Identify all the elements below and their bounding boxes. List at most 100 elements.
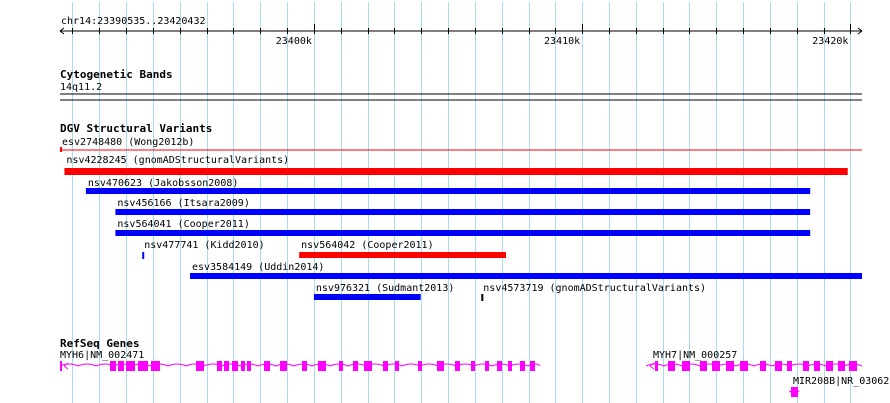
gene-exon (126, 361, 135, 371)
dgv-variant[interactable]: nsv4573719 (gnomADStructuralVariants) (481, 283, 706, 301)
gene-exon (280, 361, 287, 371)
gene-label: MIR208B|NR_03062 (793, 376, 889, 387)
variant-label: nsv976321 (Sudmant2013) (316, 283, 454, 294)
refseq-gene[interactable]: MIR208B|NR_03062 (788, 376, 889, 397)
gene-exon (849, 361, 857, 371)
dgv-track: DGV Structural Variants esv2748480 (Wong… (60, 122, 862, 301)
gene-exon (437, 361, 444, 371)
dgv-variant[interactable]: nsv976321 (Sudmant2013) (313, 283, 454, 300)
vertical-grid-lines (72, 2, 851, 403)
gene-exon (232, 361, 238, 371)
gene-exon (395, 361, 399, 371)
variant-bar[interactable] (142, 252, 145, 259)
gene-exon (383, 361, 388, 371)
gene-exon (826, 361, 833, 371)
gene-label: MYH6|NM_002471 (60, 350, 144, 361)
gene-exon (151, 361, 160, 371)
refseq-gene[interactable]: MYH6|NM_002471 (59, 350, 541, 371)
gene-exon (655, 361, 658, 371)
cytoband-track-title: Cytogenetic Bands (60, 68, 173, 81)
dgv-variant[interactable]: esv2748480 (Wong2012b) (60, 137, 862, 152)
gene-exon (775, 361, 782, 371)
dgv-track-title: DGV Structural Variants (60, 122, 212, 135)
variant-bar[interactable] (115, 209, 811, 215)
ruler-tick-label: 23400k (276, 36, 312, 47)
gene-exon (138, 361, 148, 371)
refseq-gene[interactable]: MYH7|NM_000257 (645, 350, 863, 371)
gene-exon (224, 361, 229, 371)
variant-bar[interactable] (115, 230, 811, 236)
variant-bar[interactable] (299, 252, 506, 258)
gene-exon (668, 361, 675, 371)
dgv-variant[interactable]: nsv564042 (Cooper2011) (299, 240, 506, 258)
refseq-track-title: RefSeq Genes (60, 337, 139, 350)
cytoband-label: 14q11.2 (60, 82, 102, 93)
ruler-tick-label: 23410k (544, 36, 580, 47)
gene-exon (217, 361, 222, 371)
gene-exon (241, 361, 245, 371)
gene-exon (302, 361, 307, 371)
gene-exon (364, 361, 372, 371)
gene-exon (196, 361, 204, 371)
gene-exon (497, 361, 502, 371)
dgv-features: esv2748480 (Wong2012b) nsv4228245 (gnomAD… (60, 137, 862, 301)
variant-bar[interactable] (481, 294, 484, 301)
ruler-left-arrow (59, 27, 65, 35)
gene-exon (318, 361, 326, 371)
refseq-track: RefSeq Genes MYH6|NM_002471 MYH7|NM_00025… (59, 337, 889, 397)
variant-label: nsv4573719 (gnomADStructuralVariants) (483, 283, 706, 294)
gene-exon (485, 361, 489, 371)
variant-label: esv3584149 (Uddin2014) (192, 262, 324, 273)
variant-bar[interactable] (189, 273, 862, 279)
gene-exon (814, 361, 820, 371)
gene-exon (339, 361, 343, 371)
variant-label: nsv470623 (Jakobsson2008) (88, 178, 239, 189)
variant-marker[interactable] (60, 147, 62, 152)
gene-exon (353, 361, 358, 371)
region-label: chr14:23390535..23420432 (61, 16, 206, 27)
gene-exon (455, 361, 460, 371)
gene-exon (520, 361, 525, 371)
variant-label: nsv456166 (Itsara2009) (117, 198, 249, 209)
refseq-genes: MYH6|NM_002471 MYH7|NM_000257 MIR208B|NR_0… (59, 350, 889, 397)
variant-label: nsv477741 (Kidd2010) (144, 240, 264, 251)
strand-arrow-icon (63, 362, 69, 370)
variant-bar[interactable] (64, 168, 848, 175)
gene-exon (726, 361, 734, 371)
gene-exon (418, 361, 422, 371)
ruler-right-arrow (857, 27, 863, 35)
gene-exon (700, 361, 707, 371)
strand-arrow-icon (649, 362, 655, 370)
variant-label: nsv564042 (Cooper2011) (301, 240, 433, 251)
dgv-variant[interactable]: nsv456166 (Itsara2009) (115, 198, 811, 215)
variant-bar[interactable] (85, 188, 811, 194)
strand-arrow-icon (792, 388, 798, 396)
gene-exon (508, 361, 512, 371)
gene-exon (264, 361, 270, 371)
ruler-tick-label: 23420k (812, 36, 848, 47)
variant-label: nsv564041 (Cooper2011) (117, 219, 249, 230)
cytoband-track: Cytogenetic Bands 14q11.2 (60, 68, 862, 101)
gene-exon (712, 361, 720, 371)
dgv-variant[interactable]: nsv470623 (Jakobsson2008) (85, 178, 811, 194)
gene-exon (60, 361, 62, 371)
gene-exon (787, 361, 792, 371)
gene-exon (740, 361, 748, 371)
variant-bar[interactable] (313, 294, 421, 300)
gene-exon (803, 361, 809, 371)
gene-exon (247, 361, 251, 371)
dgv-variant[interactable]: nsv564041 (Cooper2011) (115, 219, 811, 236)
variant-label: esv2748480 (Wong2012b) (62, 137, 194, 148)
gene-exon (118, 361, 124, 371)
variant-label: nsv4228245 (gnomADStructuralVariants) (66, 155, 289, 166)
gene-exon (530, 361, 535, 371)
dgv-variant[interactable]: nsv477741 (Kidd2010) (142, 240, 265, 259)
gene-exon (760, 361, 766, 371)
dgv-variant[interactable]: esv3584149 (Uddin2014) (189, 262, 862, 279)
dgv-variant[interactable]: nsv4228245 (gnomADStructuralVariants) (64, 155, 848, 175)
gene-exon (471, 361, 475, 371)
ruler-ticks: 23400k 23410k 23420k (59, 24, 863, 47)
gene-exon (791, 387, 798, 397)
ruler-track: chr14:23390535..23420432 23400k 23410k 234… (59, 16, 863, 47)
